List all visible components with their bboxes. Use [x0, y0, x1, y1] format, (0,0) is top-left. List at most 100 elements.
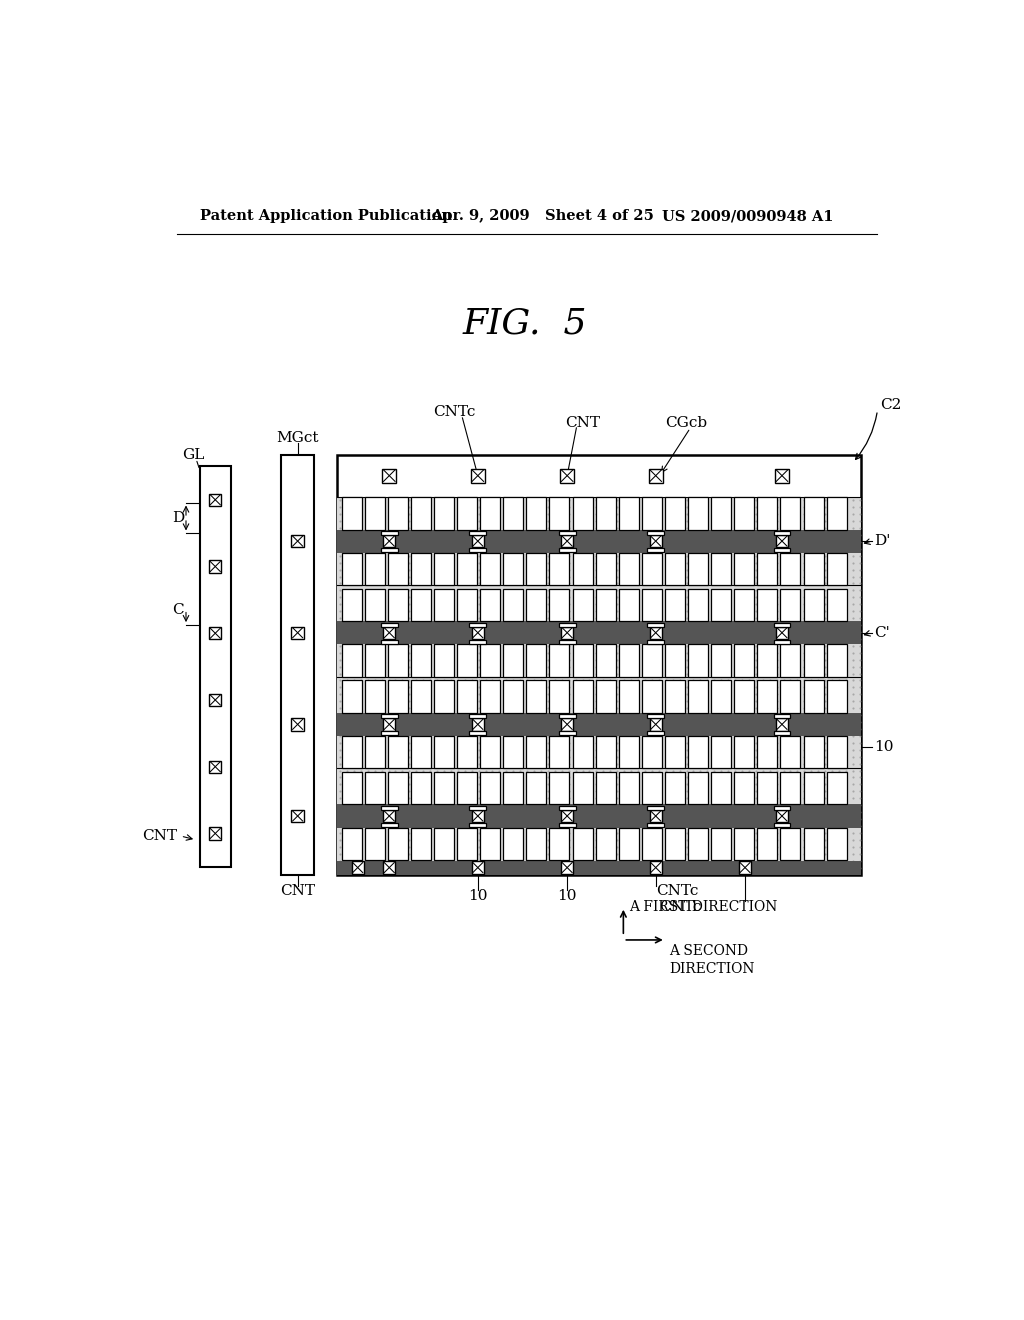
Text: CNT: CNT [565, 416, 600, 429]
Text: Patent Application Publication: Patent Application Publication [200, 209, 452, 223]
Bar [618, 553, 639, 585]
Bar [411, 498, 431, 529]
Bar [411, 644, 431, 677]
Bar [388, 589, 408, 622]
Bar [337, 713, 860, 737]
Bar [342, 737, 361, 768]
Bar [773, 640, 791, 644]
Bar [665, 681, 685, 713]
Text: CNTc: CNTc [433, 405, 476, 420]
Text: C': C' [874, 626, 890, 640]
Text: Apr. 9, 2009   Sheet 4 of 25: Apr. 9, 2009 Sheet 4 of 25 [431, 209, 653, 223]
Bar [647, 640, 665, 644]
Bar [526, 737, 547, 768]
Bar [734, 498, 755, 529]
Bar [472, 627, 484, 639]
Bar [596, 737, 615, 768]
Bar [711, 737, 731, 768]
Bar [734, 737, 755, 768]
Bar [526, 644, 547, 677]
Bar [469, 822, 486, 826]
Bar [780, 681, 801, 713]
Bar [292, 718, 304, 730]
Bar [739, 862, 752, 874]
Bar [342, 828, 361, 859]
Bar [480, 589, 500, 622]
Bar [526, 681, 547, 713]
Bar [434, 644, 454, 677]
Bar [209, 494, 221, 506]
Text: CNTc: CNTc [655, 884, 698, 899]
Text: CNT: CNT [281, 884, 315, 899]
Bar [647, 623, 665, 627]
Bar [472, 862, 484, 874]
Bar [469, 731, 486, 735]
Bar [561, 862, 573, 874]
Bar [381, 714, 397, 718]
Bar [826, 589, 847, 622]
Bar [480, 644, 500, 677]
Bar [503, 589, 523, 622]
Bar [550, 553, 569, 585]
Bar [826, 681, 847, 713]
Bar [550, 498, 569, 529]
Bar [503, 681, 523, 713]
Bar [773, 531, 791, 535]
Bar [550, 644, 569, 677]
Bar [734, 644, 755, 677]
Bar [596, 772, 615, 804]
Text: 10: 10 [557, 890, 577, 903]
Bar [469, 548, 486, 552]
Bar [503, 737, 523, 768]
Bar [480, 498, 500, 529]
Bar [282, 455, 313, 875]
Bar [381, 822, 397, 826]
Bar [559, 623, 575, 627]
Bar [758, 737, 777, 768]
Bar [642, 828, 662, 859]
Bar [503, 553, 523, 585]
Bar [559, 640, 575, 644]
Bar [381, 531, 397, 535]
Bar [388, 828, 408, 859]
Bar [559, 731, 575, 735]
Bar [457, 681, 477, 713]
Bar [596, 828, 615, 859]
Bar [559, 714, 575, 718]
Bar [471, 469, 484, 483]
Bar [711, 553, 731, 585]
Bar [550, 772, 569, 804]
Bar [503, 772, 523, 804]
Bar [642, 681, 662, 713]
Bar [388, 553, 408, 585]
Text: GL: GL [182, 447, 205, 462]
Bar [596, 498, 615, 529]
Bar [572, 772, 593, 804]
Bar [209, 694, 221, 706]
Bar [688, 737, 708, 768]
Bar [711, 681, 731, 713]
Bar [480, 828, 500, 859]
Bar [342, 644, 361, 677]
Bar [618, 589, 639, 622]
Bar [804, 737, 823, 768]
Bar [734, 553, 755, 585]
Bar [642, 498, 662, 529]
Bar [758, 828, 777, 859]
Bar [559, 807, 575, 810]
Bar [388, 772, 408, 804]
Bar [559, 531, 575, 535]
Bar [292, 810, 304, 822]
Bar [734, 681, 755, 713]
Bar [526, 553, 547, 585]
Bar [826, 498, 847, 529]
Bar [365, 772, 385, 804]
Bar [526, 828, 547, 859]
Bar [780, 772, 801, 804]
Bar [351, 862, 364, 874]
Bar [572, 681, 593, 713]
Bar [550, 737, 569, 768]
Bar [365, 644, 385, 677]
Bar [292, 627, 304, 639]
Bar [572, 644, 593, 677]
